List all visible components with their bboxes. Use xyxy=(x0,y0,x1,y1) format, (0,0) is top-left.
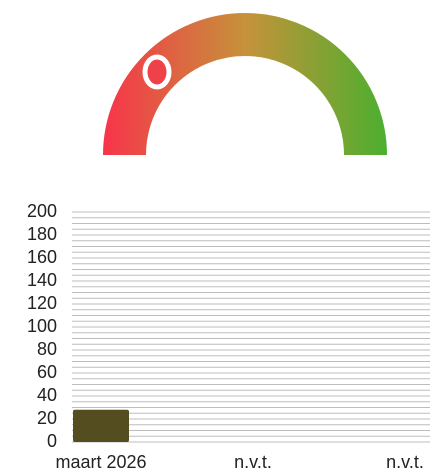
y-tick-label: 60 xyxy=(37,362,57,382)
bar xyxy=(73,409,129,442)
y-tick-label: 140 xyxy=(27,270,57,290)
x-tick-label: n.v.t. xyxy=(386,452,424,472)
gauge xyxy=(103,13,387,156)
gauge-marker xyxy=(142,54,172,90)
y-tick-label: 120 xyxy=(27,293,57,313)
y-tick-label: 20 xyxy=(37,408,57,428)
x-tick-label: n.v.t. xyxy=(234,452,272,472)
y-tick-label: 100 xyxy=(27,316,57,336)
gauge-arc xyxy=(103,13,387,156)
x-tick-label: maart 2026 xyxy=(55,452,146,472)
y-tick-label: 160 xyxy=(27,247,57,267)
y-tick-label: 200 xyxy=(27,201,57,221)
y-tick-label: 180 xyxy=(27,224,57,244)
y-tick-label: 40 xyxy=(37,385,57,405)
y-tick-label: 0 xyxy=(47,431,57,451)
y-tick-label: 80 xyxy=(37,339,57,359)
